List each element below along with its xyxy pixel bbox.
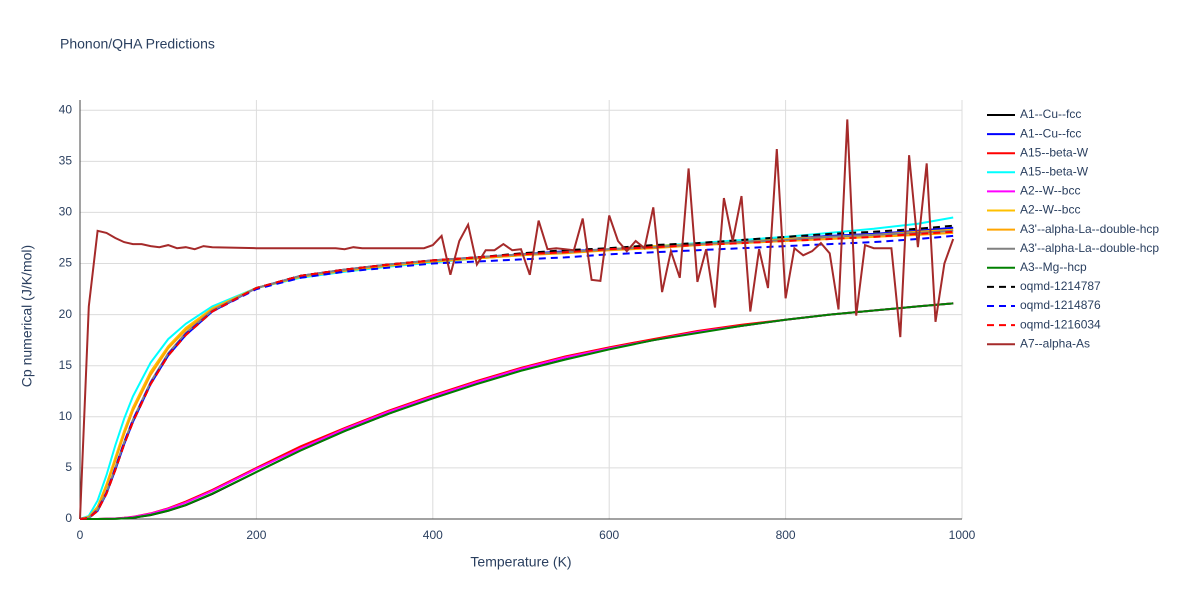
series-line	[79, 226, 954, 520]
y-tick-label: 30	[59, 205, 73, 219]
series-line	[79, 229, 954, 520]
series-line	[79, 230, 954, 520]
series-line	[80, 302, 954, 520]
y-tick-label: 15	[59, 358, 73, 372]
y-axis-label: Cp numerical (J/K/mol)	[19, 245, 35, 387]
x-tick-label: 400	[423, 528, 443, 542]
legend-label: A1--Cu--fcc	[1020, 107, 1081, 121]
legend-label: A3'--alpha-La--double-hcp	[1020, 222, 1159, 236]
legend-label: A2--W--bcc	[1020, 184, 1080, 198]
legend-label: oqmd-1214876	[1020, 298, 1101, 312]
legend-label: A15--beta-W	[1020, 145, 1089, 159]
legend-label: A3--Mg--hcp	[1020, 260, 1087, 274]
series-line	[79, 234, 954, 520]
legend-label: A2--W--bcc	[1020, 203, 1080, 217]
legend-label: A1--Cu--fcc	[1020, 126, 1081, 140]
legend-label: oqmd-1216034	[1020, 317, 1101, 331]
series-line	[80, 302, 954, 520]
y-tick-label: 5	[65, 460, 72, 474]
x-tick-label: 600	[599, 528, 619, 542]
series-line	[80, 302, 954, 520]
legend-label: A15--beta-W	[1020, 164, 1089, 178]
x-tick-label: 200	[246, 528, 266, 542]
series-line	[79, 228, 954, 520]
legend-label: oqmd-1214787	[1020, 279, 1101, 293]
y-tick-label: 35	[59, 153, 73, 167]
series-line	[79, 119, 955, 520]
x-axis-label: Temperature (K)	[470, 554, 571, 570]
x-tick-label: 1000	[949, 528, 976, 542]
legend-label: A3'--alpha-La--double-hcp	[1020, 241, 1159, 255]
series-line	[79, 231, 954, 520]
legend-label: A7--alpha-As	[1020, 336, 1090, 350]
y-tick-label: 0	[65, 511, 72, 525]
y-tick-label: 40	[59, 102, 73, 116]
series-line	[80, 302, 954, 520]
x-tick-label: 0	[77, 528, 84, 542]
x-tick-label: 800	[776, 528, 796, 542]
y-tick-label: 25	[59, 256, 73, 270]
chart-title: Phonon/QHA Predictions	[60, 36, 215, 52]
y-tick-label: 10	[59, 409, 73, 423]
y-tick-label: 20	[59, 307, 73, 321]
